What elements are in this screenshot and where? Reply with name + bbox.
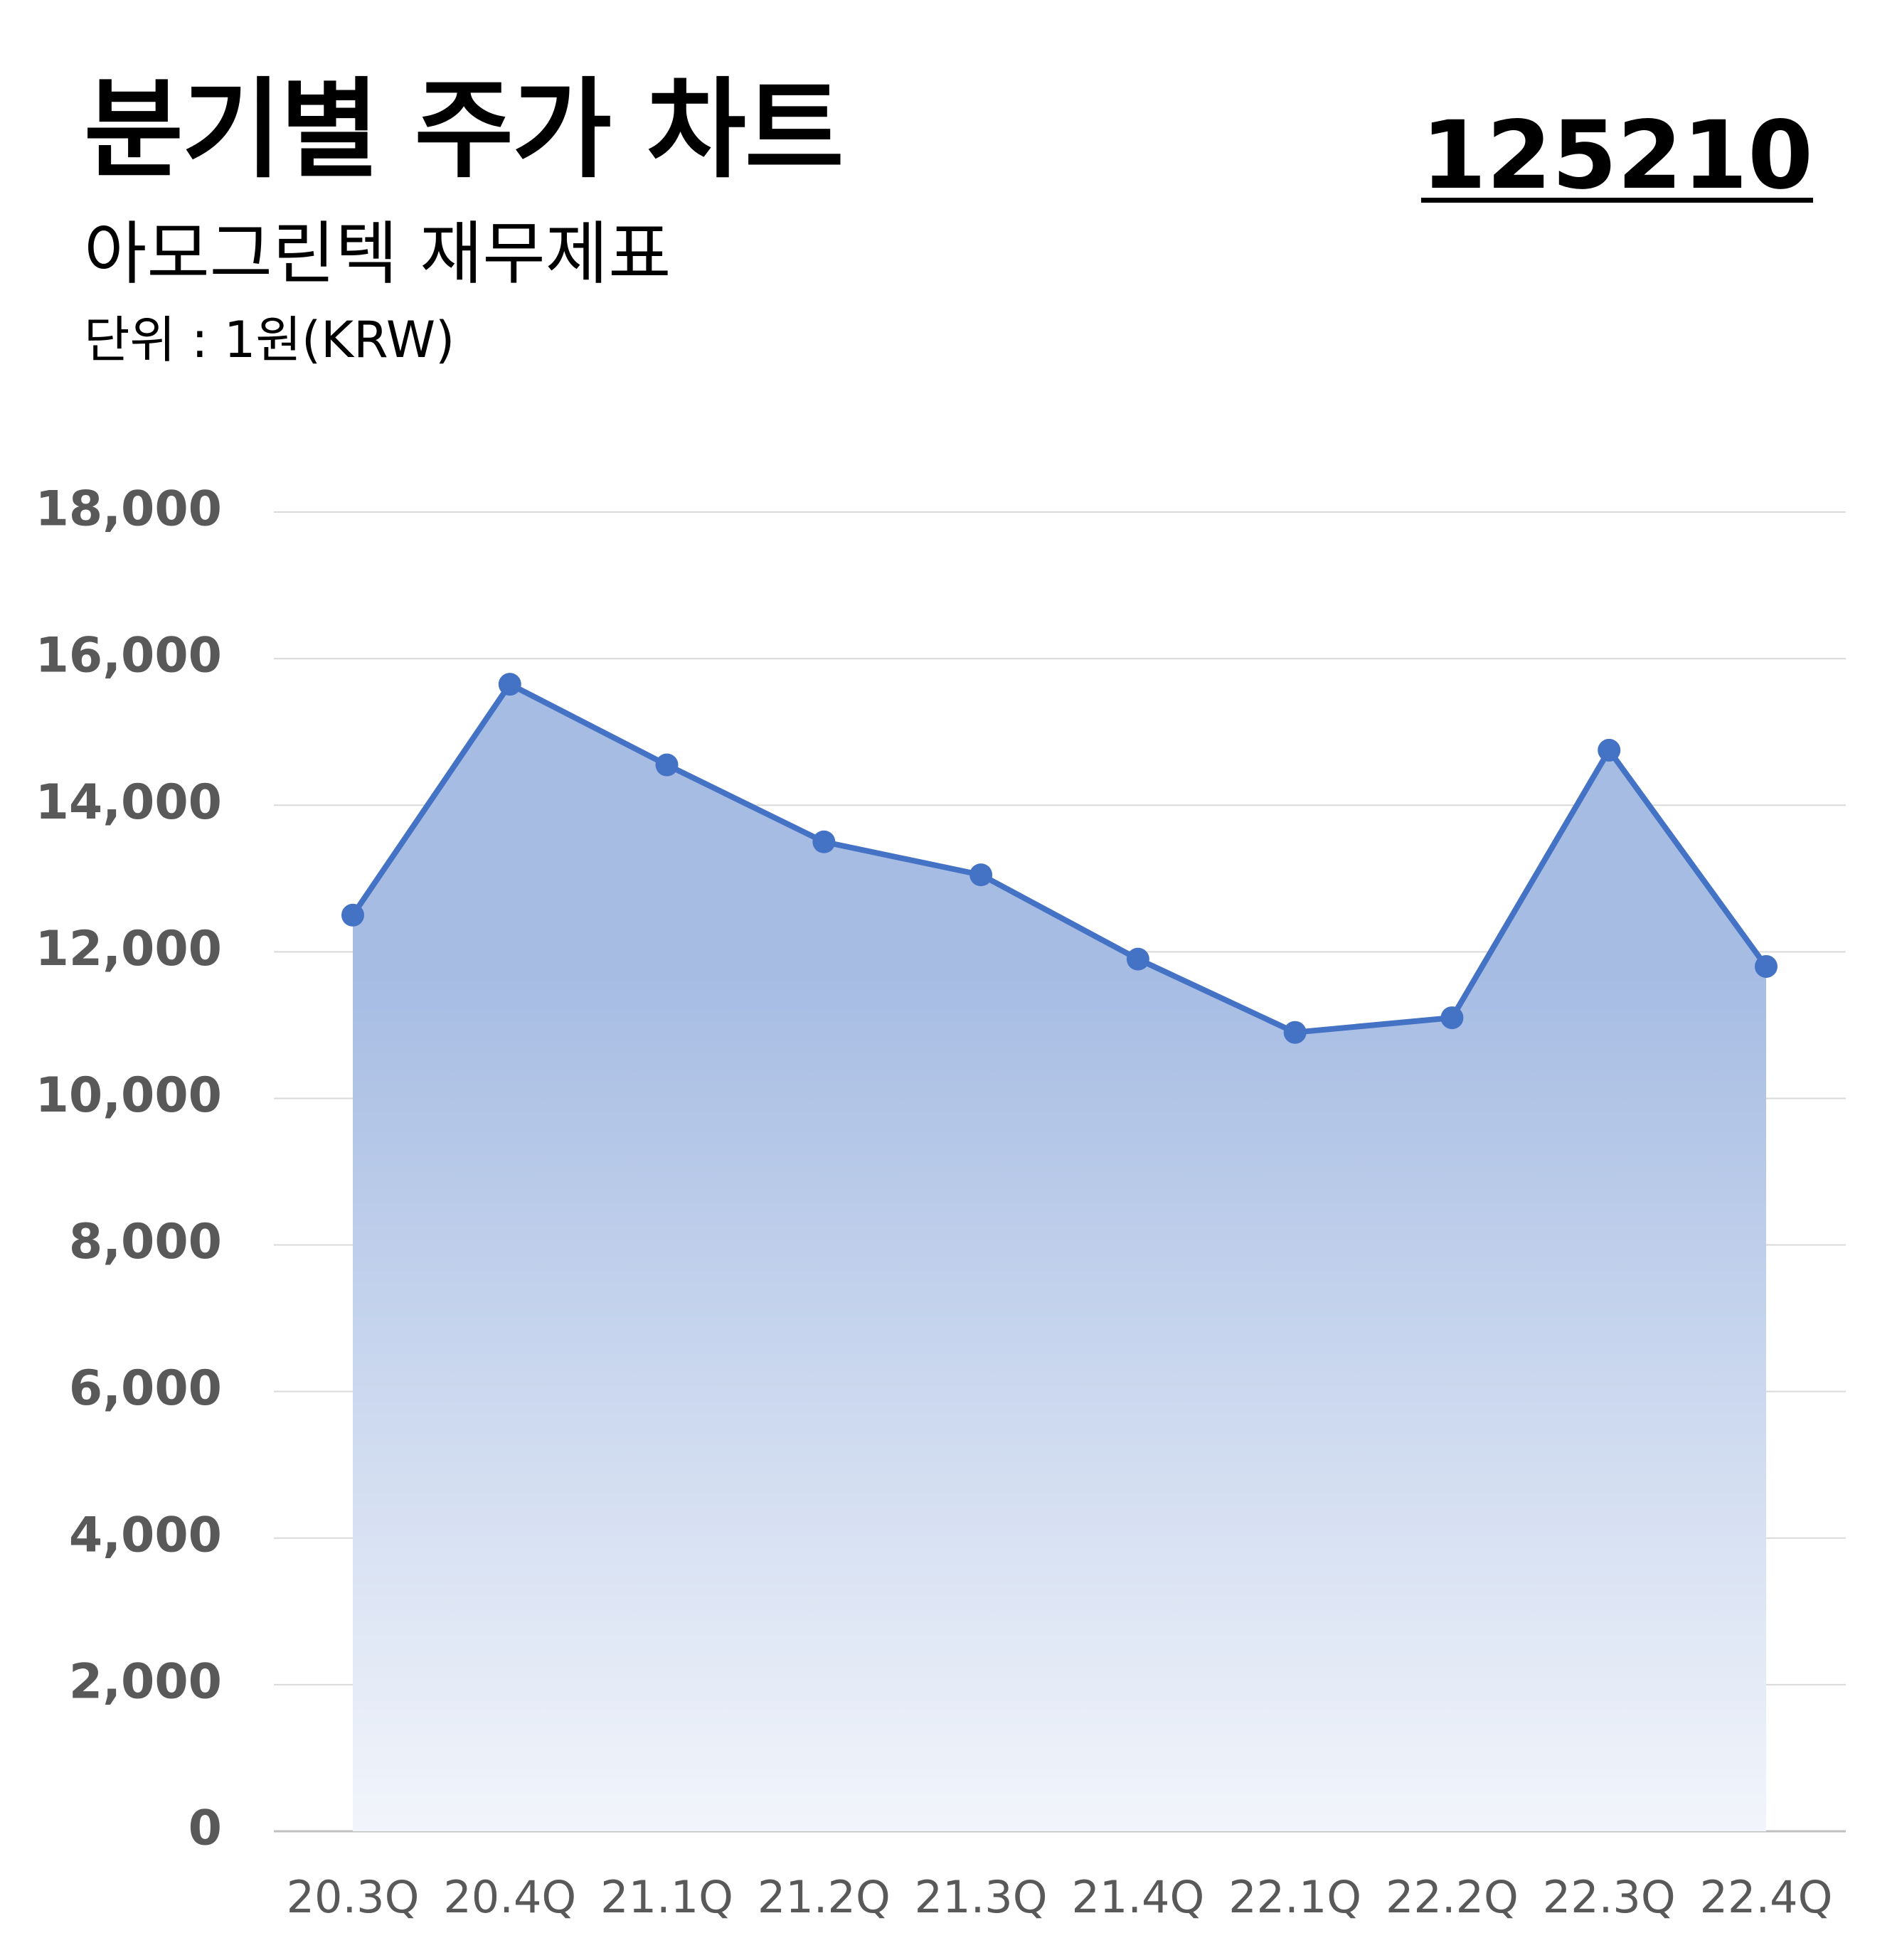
data-point	[1283, 1021, 1307, 1044]
chart-title: 분기별 주가 차트	[84, 67, 844, 193]
y-tick-label: 4,000	[69, 1507, 222, 1563]
unit-label: 단위 : 1원(KRW)	[84, 311, 455, 369]
area-fill	[353, 684, 1766, 1831]
chart-subtitle: 아모그린텍 재무제표	[84, 214, 671, 294]
y-tick-label: 0	[188, 1801, 222, 1857]
y-axis-tick-labels: 0 2,000 4,000 6,000 8,000 10,000 12,000 14,000 1…	[36, 481, 222, 1857]
stock-code: 125210	[1420, 101, 1813, 211]
x-tick-label: 22.2Q	[1386, 1871, 1519, 1923]
series-line-layer	[350, 681, 1769, 1035]
x-tick-label: 21.2Q	[758, 1871, 891, 1923]
x-tick-label: 22.1Q	[1228, 1871, 1361, 1923]
data-point	[341, 903, 364, 927]
x-tick-label: 20.3Q	[287, 1871, 420, 1923]
x-tick-label: 22.4Q	[1700, 1871, 1833, 1923]
x-tick-label: 21.4Q	[1071, 1871, 1204, 1923]
y-tick-label: 18,000	[36, 481, 222, 538]
x-axis-tick-labels: 20.3Q 20.4Q 21.1Q 21.2Q 21.3Q 21.4Q 22.1Q 22.2Q…	[287, 1871, 1833, 1923]
x-tick-label: 20.4Q	[443, 1871, 576, 1923]
data-points	[341, 673, 1778, 1044]
data-point	[812, 830, 836, 853]
series-line	[350, 681, 1769, 1035]
y-tick-label: 16,000	[36, 628, 222, 684]
y-tick-label: 14,000	[36, 774, 222, 831]
data-point	[1440, 1006, 1464, 1030]
data-point	[1598, 738, 1621, 762]
data-point	[1126, 947, 1149, 971]
area-fill-layer	[353, 684, 1766, 1831]
data-point	[655, 753, 679, 777]
y-tick-label: 10,000	[36, 1067, 222, 1124]
x-tick-label: 21.1Q	[600, 1871, 733, 1923]
x-tick-label: 21.3Q	[915, 1871, 1048, 1923]
y-tick-label: 6,000	[69, 1360, 222, 1417]
y-tick-label: 2,000	[69, 1653, 222, 1710]
x-tick-label: 22.3Q	[1543, 1871, 1676, 1923]
data-point	[969, 863, 993, 887]
data-point	[498, 673, 521, 696]
data-point	[1755, 954, 1778, 978]
y-tick-label: 12,000	[36, 921, 222, 977]
y-tick-label: 8,000	[69, 1214, 222, 1270]
